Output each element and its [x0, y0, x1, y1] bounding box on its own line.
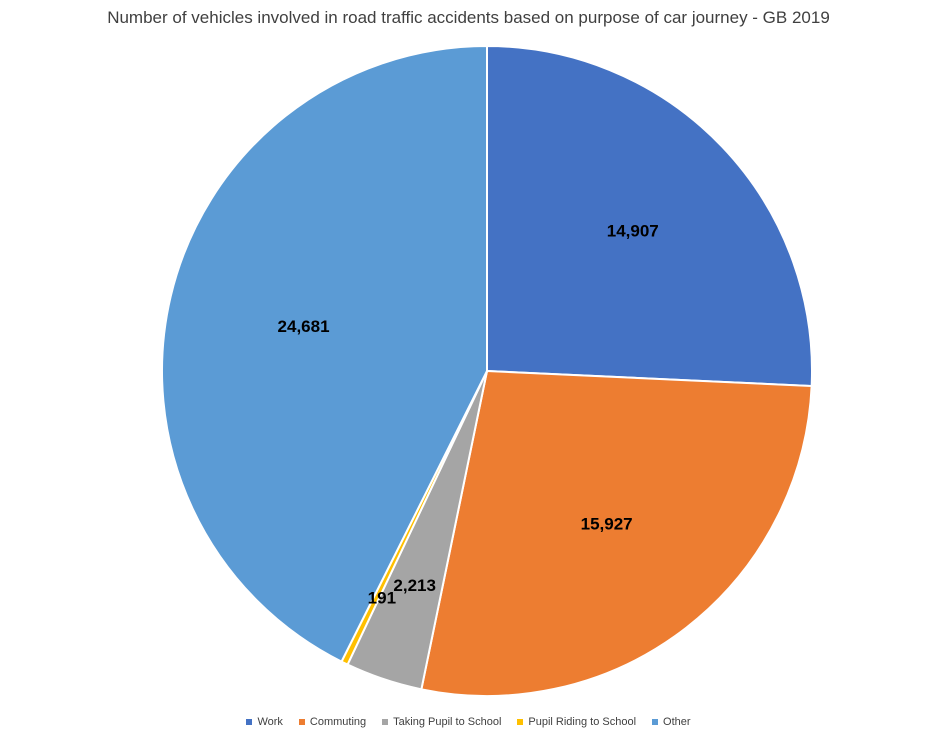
legend: Work Commuting Taking Pupil to School Pu… — [0, 716, 937, 728]
legend-swatch-pupil-riding — [517, 719, 524, 725]
legend-swatch-work — [246, 719, 253, 725]
legend-item-commuting: Commuting — [298, 716, 367, 728]
legend-label-pupil-riding: Pupil Riding to School — [528, 716, 637, 728]
legend-label-taking-pupil: Taking Pupil to School — [393, 716, 502, 728]
data-label-commuting: 15,927 — [581, 514, 633, 533]
data-label-work: 14,907 — [607, 221, 659, 240]
data-label-pupil-riding: 191 — [368, 588, 396, 607]
legend-item-work: Work — [246, 716, 283, 728]
pie-slice-commuting — [420, 369, 813, 697]
legend-swatch-taking-pupil — [382, 719, 389, 725]
legend-swatch-other — [652, 719, 659, 725]
legend-item-pupil-riding: Pupil Riding to School — [517, 716, 636, 728]
pie-slice-work — [486, 44, 813, 388]
chart-title: Number of vehicles involved in road traf… — [107, 8, 830, 27]
legend-item-taking-pupil: Taking Pupil to School — [382, 716, 501, 728]
data-label-taking-pupil: 2,213 — [393, 576, 436, 595]
data-label-other: 24,681 — [278, 317, 330, 336]
legend-label-work: Work — [257, 716, 283, 728]
legend-label-commuting: Commuting — [309, 716, 367, 728]
pie-slice-other — [161, 44, 488, 663]
legend-label-other: Other — [663, 716, 691, 728]
legend-swatch-commuting — [298, 719, 305, 725]
legend-item-other: Other — [652, 716, 691, 728]
